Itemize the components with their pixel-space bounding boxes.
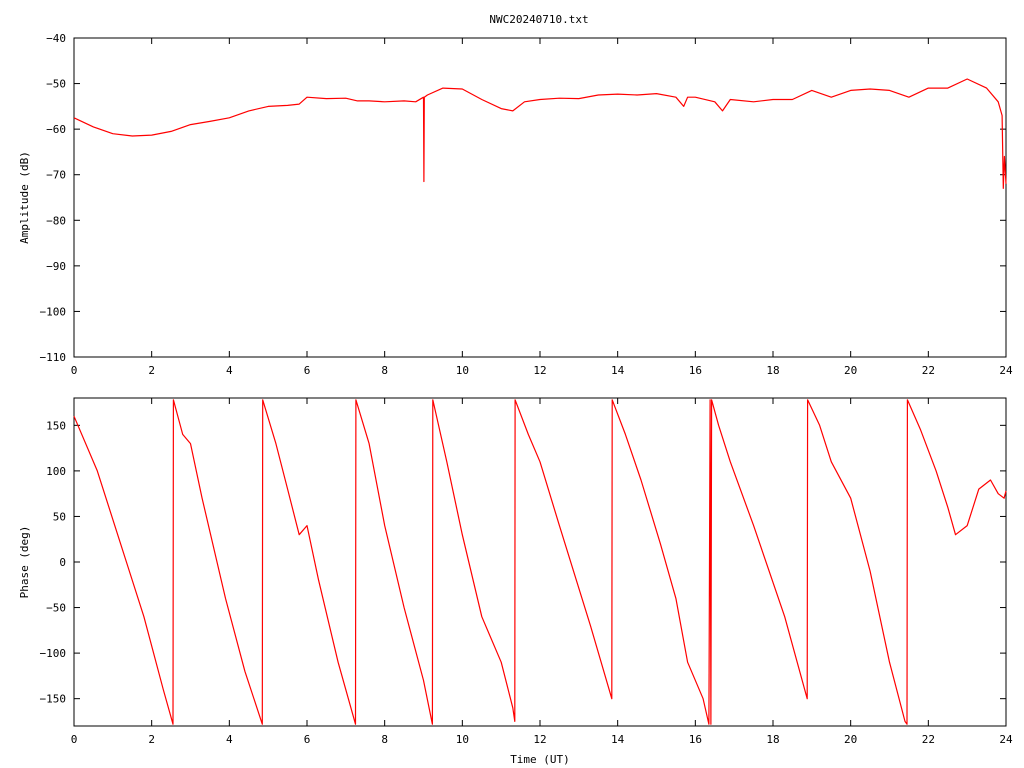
x-axis-label: Time (UT) — [510, 753, 570, 766]
y-tick-label: −80 — [46, 214, 66, 227]
y-tick-label: −90 — [46, 260, 66, 273]
x-tick-label: 22 — [922, 733, 935, 746]
y-tick-label: −100 — [40, 647, 67, 660]
x-tick-label: 2 — [148, 733, 155, 746]
x-tick-label: 14 — [611, 364, 625, 377]
y-axis-label: Amplitude (dB) — [18, 151, 31, 244]
series-line — [73, 78, 1007, 189]
y-tick-label: 0 — [59, 556, 66, 569]
phase-panel: 0 2 4 6 8 10 12 14 16 18 20 22 24−150−100−5005010015… — [18, 397, 1013, 766]
series-line — [73, 399, 1007, 725]
x-tick-label: 10 — [456, 733, 469, 746]
x-tick-label: 20 — [844, 364, 857, 377]
y-tick-label: 50 — [53, 510, 66, 523]
y-tick-label: −50 — [46, 78, 66, 91]
y-tick-label: −100 — [40, 305, 67, 318]
x-tick-label: 6 — [304, 733, 311, 746]
y-tick-label: −50 — [46, 602, 66, 615]
amplitude-panel: 0 2 4 6 8 10 12 14 16 18 20 22 24−110−100−90−80−70−6… — [18, 32, 1013, 377]
chart-title: NWC20240710.txt — [489, 13, 588, 26]
x-tick-label: 0 — [71, 364, 78, 377]
x-tick-label: 12 — [533, 733, 546, 746]
y-tick-label: −150 — [40, 693, 67, 706]
x-tick-label: 6 — [304, 364, 311, 377]
y-tick-label: −40 — [46, 32, 66, 45]
x-tick-label: 4 — [226, 364, 233, 377]
x-tick-label: 10 — [456, 364, 469, 377]
x-tick-label: 22 — [922, 364, 935, 377]
x-tick-label: 8 — [381, 364, 388, 377]
y-tick-label: 100 — [46, 465, 66, 478]
x-tick-label: 12 — [533, 364, 546, 377]
y-axis-label: Phase (deg) — [18, 526, 31, 599]
x-tick-label: 24 — [999, 364, 1013, 377]
x-tick-label: 0 — [71, 733, 78, 746]
x-tick-label: 8 — [381, 733, 388, 746]
x-tick-label: 14 — [611, 733, 625, 746]
y-tick-label: −70 — [46, 169, 66, 182]
x-tick-label: 16 — [689, 364, 702, 377]
y-tick-label: −60 — [46, 123, 66, 136]
x-tick-label: 20 — [844, 733, 857, 746]
y-tick-label: 150 — [46, 419, 66, 432]
x-tick-label: 4 — [226, 733, 233, 746]
x-tick-label: 2 — [148, 364, 155, 377]
x-tick-label: 18 — [766, 364, 779, 377]
x-tick-label: 24 — [999, 733, 1013, 746]
x-tick-label: 16 — [689, 733, 702, 746]
x-tick-label: 18 — [766, 733, 779, 746]
y-tick-label: −110 — [40, 351, 67, 364]
